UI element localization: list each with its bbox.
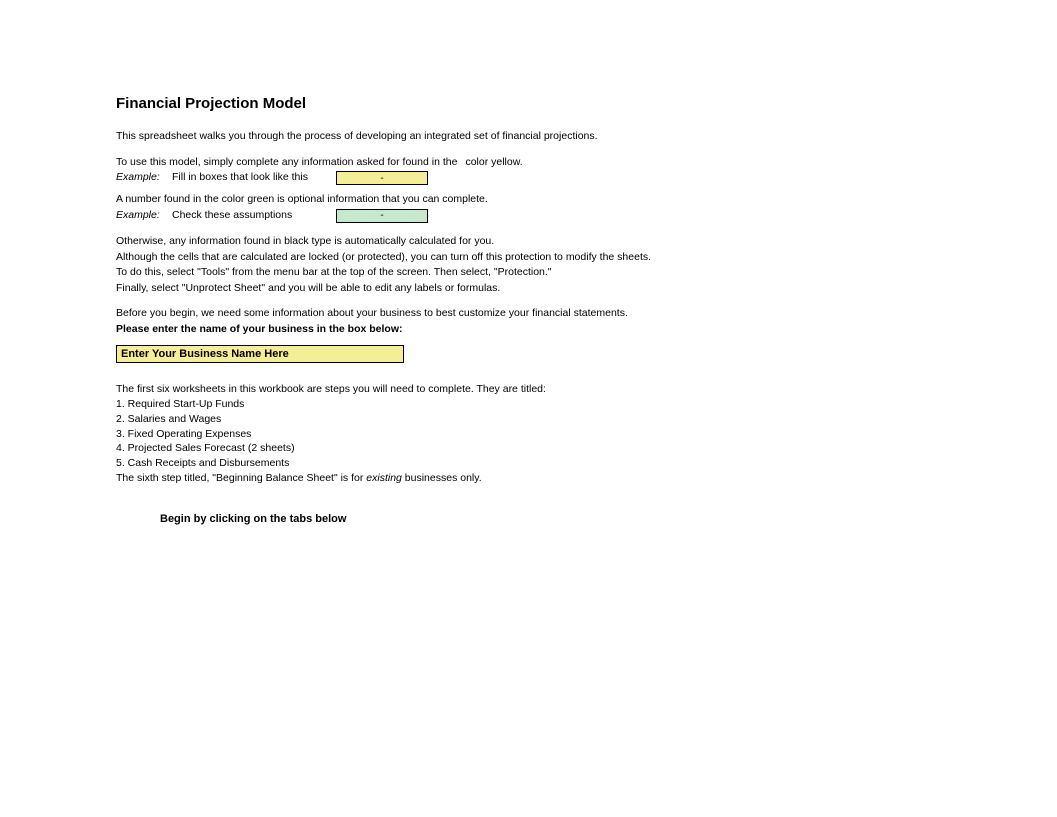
otherwise-1: Otherwise, any information found in blac…: [116, 235, 820, 249]
begin-instruction: Begin by clicking on the tabs below: [160, 513, 820, 525]
document-page: Financial Projection Model This spreadsh…: [0, 0, 820, 525]
otherwise-2: Although the cells that are calculated a…: [116, 251, 820, 265]
usage-pre: To use this model, simply complete any i…: [116, 156, 457, 170]
step-2: 2. Salaries and Wages: [116, 413, 820, 427]
step-4: 4. Projected Sales Forecast (2 sheets): [116, 442, 820, 456]
example-yellow-row: Example: Fill in boxes that look like th…: [116, 171, 820, 185]
example-green-row: Example: Check these assumptions -: [116, 209, 820, 223]
example-label-green: Example:: [116, 209, 172, 223]
sixth-step-post: businesses only.: [402, 472, 482, 484]
before-begin: Before you begin, we need some informati…: [116, 307, 820, 321]
intro-text: This spreadsheet walks you through the p…: [116, 130, 820, 144]
step-5: 5. Cash Receipts and Disbursements: [116, 457, 820, 471]
usage-color-word: color yellow.: [465, 156, 522, 170]
green-intro: A number found in the color green is opt…: [116, 193, 820, 207]
example-label-yellow: Example:: [116, 171, 172, 185]
worksheets-intro: The first six worksheets in this workboo…: [116, 383, 820, 397]
step-1: 1. Required Start-Up Funds: [116, 398, 820, 412]
page-title: Financial Projection Model: [116, 95, 820, 112]
yellow-example-cell[interactable]: -: [336, 171, 428, 185]
business-name-input[interactable]: Enter Your Business Name Here: [116, 345, 404, 363]
otherwise-4: Finally, select "Unprotect Sheet" and yo…: [116, 282, 820, 296]
example-yellow-text: Fill in boxes that look like this: [172, 171, 332, 185]
example-green-text: Check these assumptions: [172, 209, 332, 223]
please-enter: Please enter the name of your business i…: [116, 323, 820, 337]
sixth-step-italic: existing: [366, 472, 402, 484]
step-3: 3. Fixed Operating Expenses: [116, 428, 820, 442]
sixth-step-pre: The sixth step titled, "Beginning Balanc…: [116, 472, 366, 484]
usage-line: To use this model, simply complete any i…: [116, 156, 820, 170]
steps-list: 1. Required Start-Up Funds 2. Salaries a…: [116, 398, 820, 485]
sixth-step: The sixth step titled, "Beginning Balanc…: [116, 472, 820, 486]
otherwise-3: To do this, select "Tools" from the menu…: [116, 266, 820, 280]
green-example-cell[interactable]: -: [336, 209, 428, 223]
